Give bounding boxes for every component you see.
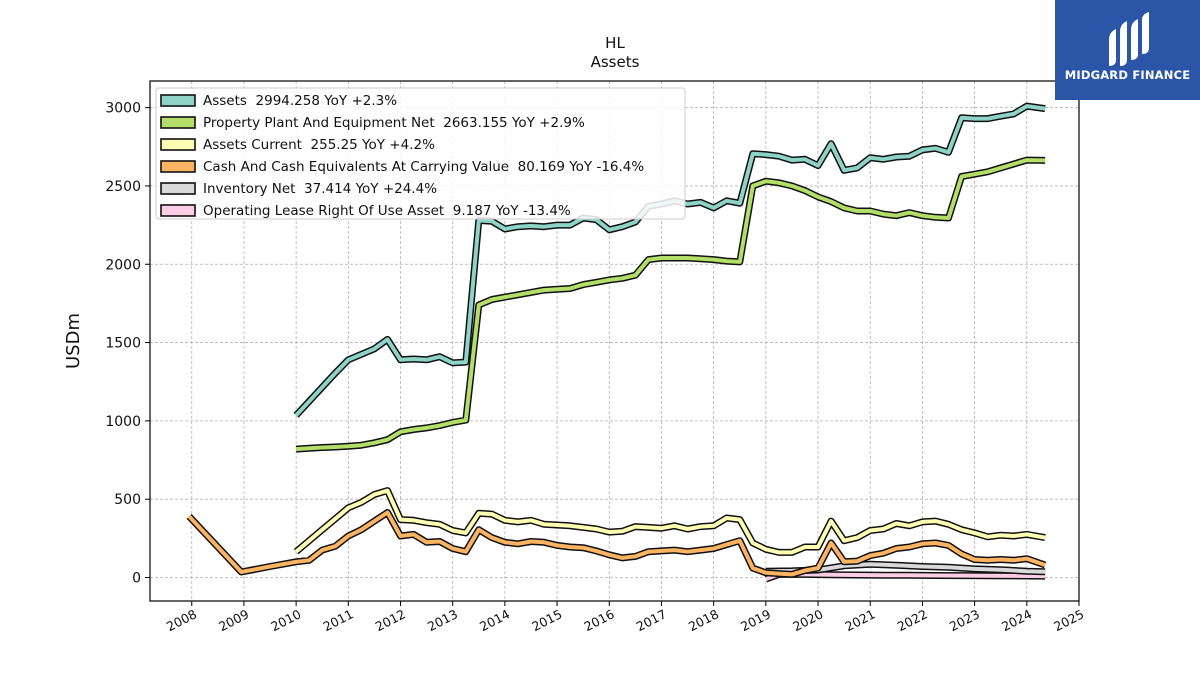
legend-swatch: [160, 94, 196, 107]
x-tick-label: 2016: [581, 606, 616, 634]
y-tick-label: 2000: [105, 257, 141, 273]
x-tick-label: 2023: [947, 606, 982, 634]
brand-name: MIDGARD FINANCE: [1064, 68, 1191, 82]
x-tick-label: 2012: [373, 606, 408, 634]
x-tick-label: 2025: [1051, 606, 1086, 634]
legend-box: [155, 87, 686, 220]
x-tick-label: 2024: [999, 606, 1034, 634]
x-tick-label: 2008: [164, 606, 199, 634]
legend-swatch: [160, 204, 196, 217]
legend-entry: Assets Current 255.25 YoY +4.2%: [203, 137, 435, 153]
legend: Assets 2994.258 YoY +2.3% Property Plant …: [155, 87, 686, 220]
x-tick-label: 2019: [738, 606, 773, 634]
series-line-1: [295, 158, 1046, 452]
y-axis-label: USDm: [63, 313, 84, 369]
brand-logo: MIDGARD FINANCE: [1055, 0, 1200, 100]
x-tick-label: 2018: [686, 606, 721, 634]
x-tick-label: 2011: [321, 606, 356, 634]
x-tick-label: 2022: [895, 606, 930, 634]
x-tick-label: 2013: [425, 606, 460, 634]
y-tick-label: 500: [114, 492, 141, 508]
legend-entry: Inventory Net 37.414 YoY +24.4%: [203, 181, 437, 197]
legend-swatch: [160, 116, 196, 129]
chart-title: HL: [605, 34, 625, 52]
x-tick-label: 2020: [790, 606, 825, 634]
legend-swatch: [160, 182, 196, 195]
plot-frame: [149, 80, 1080, 602]
y-tick-label: 1500: [105, 336, 141, 352]
x-tick-label: 2021: [842, 606, 877, 634]
y-tick-label: 0: [132, 571, 141, 587]
x-tick-label: 2014: [477, 606, 512, 634]
x-tick-label: 2017: [634, 606, 669, 634]
x-tick-label: 2009: [216, 606, 251, 634]
x-tick-label: 2010: [268, 606, 303, 634]
legend-entry: Property Plant And Equipment Net 2663.15…: [203, 115, 585, 131]
legend-entry: Cash And Cash Equivalents At Carrying Va…: [203, 159, 644, 175]
y-tick-label: 2500: [105, 179, 141, 195]
series-lines: [186, 102, 1047, 583]
series-line-2: [294, 488, 1046, 555]
legend-swatch: [160, 160, 196, 173]
legend-entry: Assets 2994.258 YoY +2.3%: [203, 93, 397, 109]
brand-mark-icon: [1109, 12, 1149, 66]
y-tick-label: 1000: [105, 414, 141, 430]
chart-subtitle: Assets: [591, 53, 640, 71]
legend-entry: Operating Lease Right Of Use Asset 9.187…: [203, 203, 571, 219]
y-tick-label: 3000: [105, 101, 141, 117]
x-tick-label: 2015: [529, 606, 564, 634]
legend-swatch: [160, 138, 196, 151]
series-line-3: [187, 510, 1046, 577]
